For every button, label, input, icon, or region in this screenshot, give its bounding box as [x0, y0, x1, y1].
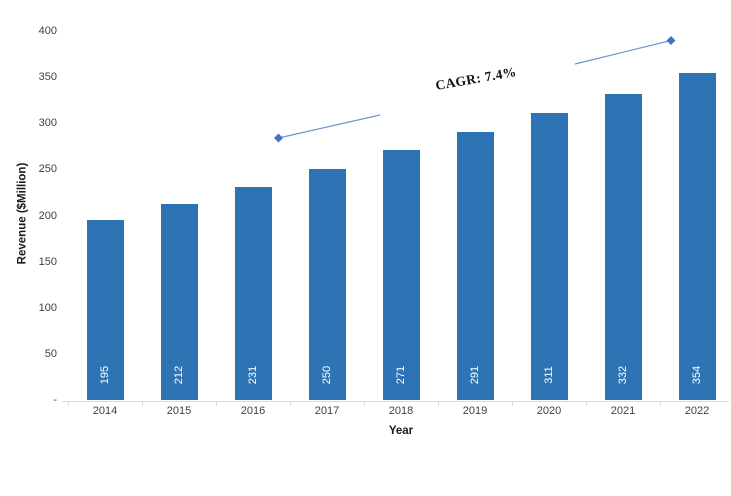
trend-line-segment-left: [278, 114, 381, 139]
x-axis-tick-mark: [142, 402, 143, 406]
revenue-bar: [86, 220, 124, 400]
x-axis-tick-mark: [364, 402, 365, 406]
revenue-bar: [160, 204, 198, 400]
x-axis-tick-mark: [660, 402, 661, 406]
trend-diamond-marker-end: [666, 36, 676, 45]
y-axis-tick-label: 150: [38, 255, 57, 268]
y-axis-tick-label: 250: [38, 163, 57, 176]
x-axis-tick-label: 2014: [92, 405, 118, 417]
revenue-bar: [382, 150, 420, 400]
x-axis-tick-label: 2022: [684, 405, 710, 417]
revenue-bar: [456, 131, 494, 400]
y-axis-tick-label: 300: [38, 117, 57, 130]
y-axis-tick-label: 100: [38, 301, 57, 314]
x-axis-tick-label: 2017: [314, 405, 340, 417]
revenue-bar: [530, 113, 568, 400]
x-axis-tick-mark: [290, 402, 291, 406]
x-axis-tick-label: 2021: [610, 405, 636, 417]
x-axis-tick-mark: [512, 402, 513, 406]
trend-diamond-marker-start: [274, 133, 283, 143]
revenue-bar: [604, 93, 642, 400]
x-axis-title: Year: [388, 425, 414, 437]
x-axis-tick-mark: [438, 402, 439, 406]
x-axis-tick-label: 2016: [240, 405, 266, 417]
y-axis-tick-label: 350: [38, 71, 57, 84]
y-axis-tick-label: -: [53, 394, 57, 406]
trend-line-segment-right: [574, 39, 672, 65]
x-axis-tick-label: 2018: [388, 405, 414, 417]
y-axis-tick-label: 50: [44, 347, 57, 360]
x-axis-tick-label: 2019: [462, 405, 488, 417]
x-axis-tick-mark: [68, 402, 69, 406]
y-axis-tick-label: 400: [38, 25, 57, 37]
x-axis-tick-label: 2015: [166, 405, 192, 417]
x-axis-tick-mark: [586, 402, 587, 406]
y-axis-tick-label: 200: [38, 209, 57, 222]
revenue-bar: [234, 186, 272, 400]
x-axis-tick-label: 2020: [536, 405, 562, 417]
revenue-bar: [308, 169, 346, 400]
x-axis-line: [62, 401, 729, 402]
revenue-bar: [678, 73, 716, 400]
x-axis-tick-mark: [216, 402, 217, 406]
